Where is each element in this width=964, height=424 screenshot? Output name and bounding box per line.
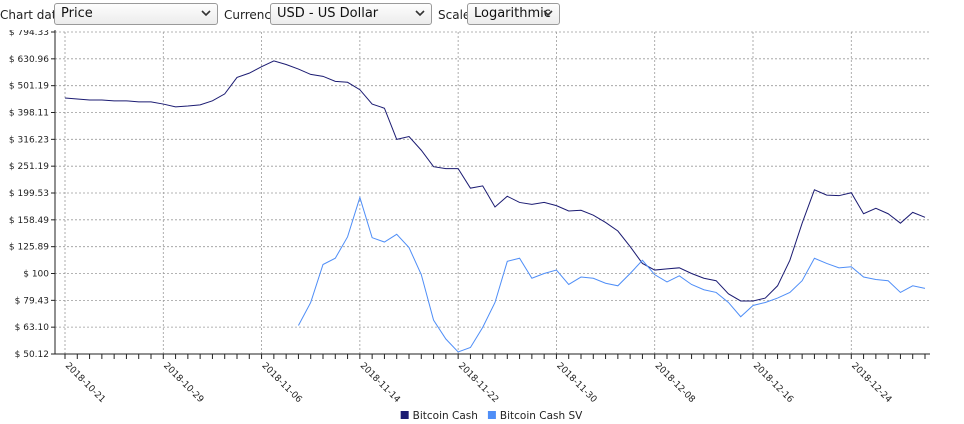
x-tick-label: 2018-11-14 xyxy=(358,361,402,405)
legend-label: Bitcoin Cash SV xyxy=(500,410,583,422)
legend-label: Bitcoin Cash xyxy=(413,410,478,422)
x-tick-label: 2018-12-24 xyxy=(849,361,893,405)
x-tick-label: 2018-11-30 xyxy=(554,361,598,405)
y-tick-label: $ 251.19 xyxy=(9,162,49,172)
legend-swatch xyxy=(487,411,496,419)
y-tick-label: $ 100 xyxy=(23,270,49,280)
y-tick-label: $ 158.49 xyxy=(9,216,49,226)
scale-select[interactable]: Logarithmic xyxy=(467,3,560,25)
x-tick-label: 2018-12-16 xyxy=(751,361,795,405)
control-label: Scale xyxy=(438,8,471,22)
y-tick-label: $ 501.19 xyxy=(9,82,49,92)
y-tick-label: $ 630.96 xyxy=(9,55,49,65)
legend-swatch xyxy=(400,411,409,419)
chevron xyxy=(415,10,425,17)
select-value: USD - US Dollar xyxy=(277,6,379,21)
y-tick-label: $ 125.89 xyxy=(9,243,49,253)
y-tick-label: $ 398.11 xyxy=(9,109,49,119)
chevron xyxy=(543,10,553,17)
currency-select[interactable]: USD - US Dollar xyxy=(270,3,432,25)
y-tick-label: $ 50.12 xyxy=(15,350,49,360)
select-value: Logarithmic xyxy=(474,6,551,21)
control-label: Currency xyxy=(224,8,279,22)
x-tick-label: 2018-11-06 xyxy=(259,361,303,405)
control-label: Chart data xyxy=(0,8,64,22)
y-tick-label: $ 794.33 xyxy=(9,28,49,38)
series-line xyxy=(64,60,926,302)
y-tick-label: $ 79.43 xyxy=(15,296,49,306)
series-line xyxy=(297,195,926,353)
select-value: Price xyxy=(61,6,93,21)
chevron xyxy=(201,10,211,17)
x-tick-label: 2018-11-22 xyxy=(456,361,500,405)
legend: Bitcoin Cash Bitcoin Cash SV xyxy=(400,410,583,422)
x-tick-label: 2018-12-08 xyxy=(653,361,697,405)
x-tick-label: 2018-10-29 xyxy=(161,361,205,405)
chart-data-select[interactable]: Price xyxy=(54,3,218,25)
y-tick-label: $ 316.23 xyxy=(9,135,49,145)
x-tick-label: 2018-10-21 xyxy=(63,361,107,405)
y-tick-label: $ 199.53 xyxy=(9,189,49,199)
toolbar: Chart data Price Currency USD - US Dolla… xyxy=(0,0,964,30)
y-tick-label: $ 63.10 xyxy=(15,323,50,333)
